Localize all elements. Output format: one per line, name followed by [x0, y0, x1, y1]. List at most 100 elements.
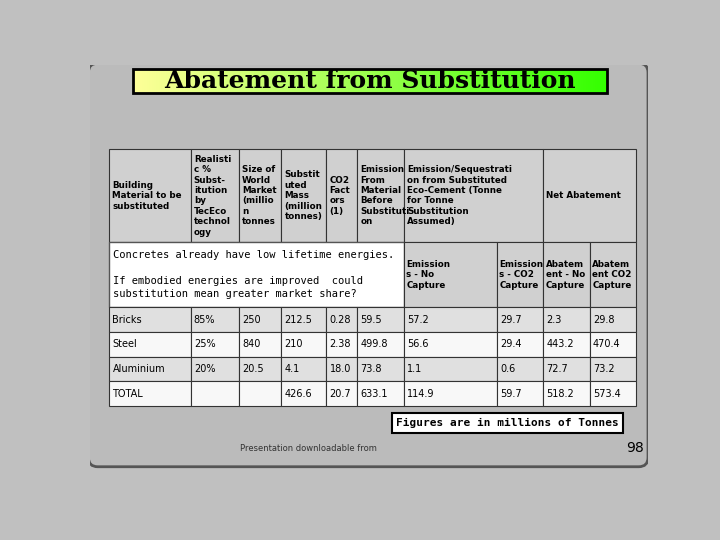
Bar — [246, 69, 249, 93]
Bar — [552, 69, 555, 93]
Text: Emission
s - CO2
Capture: Emission s - CO2 Capture — [499, 260, 543, 289]
Bar — [161, 69, 164, 93]
Bar — [357, 150, 404, 242]
Bar — [197, 69, 199, 93]
Bar — [360, 69, 363, 93]
Bar — [374, 69, 377, 93]
Bar — [341, 69, 344, 93]
Bar — [211, 69, 214, 93]
Bar — [308, 69, 311, 93]
Bar — [544, 356, 590, 381]
Bar — [213, 69, 216, 93]
Bar — [135, 69, 138, 93]
Bar — [292, 69, 294, 93]
Bar — [405, 69, 408, 93]
Text: 29.4: 29.4 — [500, 339, 521, 349]
Bar — [545, 69, 548, 93]
Bar — [431, 69, 434, 93]
Text: 20%: 20% — [194, 364, 215, 374]
Bar — [392, 413, 624, 433]
FancyBboxPatch shape — [89, 63, 648, 467]
Bar — [239, 307, 282, 332]
Text: Substit
uted
Mass
(million
tonnes): Substit uted Mass (million tonnes) — [284, 171, 323, 221]
Bar — [171, 69, 174, 93]
Bar — [595, 69, 598, 93]
Bar — [590, 332, 636, 356]
Bar — [462, 69, 465, 93]
Bar — [497, 307, 544, 332]
Bar — [163, 69, 166, 93]
Bar — [479, 69, 482, 93]
Bar — [199, 69, 202, 93]
Bar — [239, 69, 242, 93]
Bar — [244, 69, 247, 93]
Bar — [233, 69, 235, 93]
Bar — [564, 69, 567, 93]
Text: Emission
s - No
Capture: Emission s - No Capture — [406, 260, 450, 289]
Text: Bricks: Bricks — [112, 315, 142, 325]
Bar — [585, 69, 588, 93]
Bar — [590, 242, 636, 307]
Bar — [572, 69, 574, 93]
Text: 518.2: 518.2 — [546, 389, 575, 399]
Bar — [204, 69, 207, 93]
Bar — [472, 69, 474, 93]
Text: 633.1: 633.1 — [361, 389, 388, 399]
Bar — [524, 69, 527, 93]
Bar — [590, 307, 636, 332]
Bar — [404, 332, 497, 356]
Bar — [242, 69, 245, 93]
Text: 20.7: 20.7 — [330, 389, 351, 399]
Bar — [448, 69, 451, 93]
Text: 470.4: 470.4 — [593, 339, 621, 349]
Bar — [301, 69, 304, 93]
Bar — [149, 69, 152, 93]
Bar — [158, 69, 161, 93]
Bar — [436, 69, 439, 93]
Bar — [600, 69, 603, 93]
Bar — [279, 69, 282, 93]
Bar — [192, 69, 194, 93]
Text: 25%: 25% — [194, 339, 215, 349]
Bar — [493, 69, 496, 93]
Bar — [474, 69, 477, 93]
Bar — [486, 69, 489, 93]
Bar — [583, 69, 586, 93]
Bar — [477, 69, 480, 93]
Text: 210: 210 — [284, 339, 303, 349]
Bar — [284, 69, 287, 93]
Bar — [538, 69, 541, 93]
Bar — [287, 69, 289, 93]
Bar — [225, 69, 228, 93]
Bar — [512, 69, 515, 93]
Bar — [377, 69, 379, 93]
Bar — [544, 381, 590, 406]
Bar — [590, 356, 636, 381]
Bar — [191, 381, 239, 406]
Bar — [367, 69, 370, 93]
Bar — [310, 69, 313, 93]
Bar — [357, 332, 404, 356]
Bar — [218, 69, 221, 93]
Bar — [387, 69, 389, 93]
Bar — [239, 381, 282, 406]
Bar — [598, 69, 600, 93]
Bar — [578, 69, 581, 93]
Bar — [330, 69, 332, 93]
Bar — [420, 69, 423, 93]
Bar — [299, 69, 302, 93]
Bar — [326, 356, 357, 381]
Bar — [398, 69, 401, 93]
Bar — [544, 332, 590, 356]
Bar — [422, 69, 425, 93]
Bar — [109, 356, 191, 381]
Bar — [415, 69, 418, 93]
Bar — [581, 69, 584, 93]
Bar — [348, 69, 351, 93]
Text: Presentation downloadable from: Presentation downloadable from — [240, 444, 377, 453]
Bar — [296, 69, 299, 93]
Bar — [404, 381, 497, 406]
Bar — [220, 69, 223, 93]
Bar — [256, 69, 258, 93]
Bar — [404, 307, 497, 332]
